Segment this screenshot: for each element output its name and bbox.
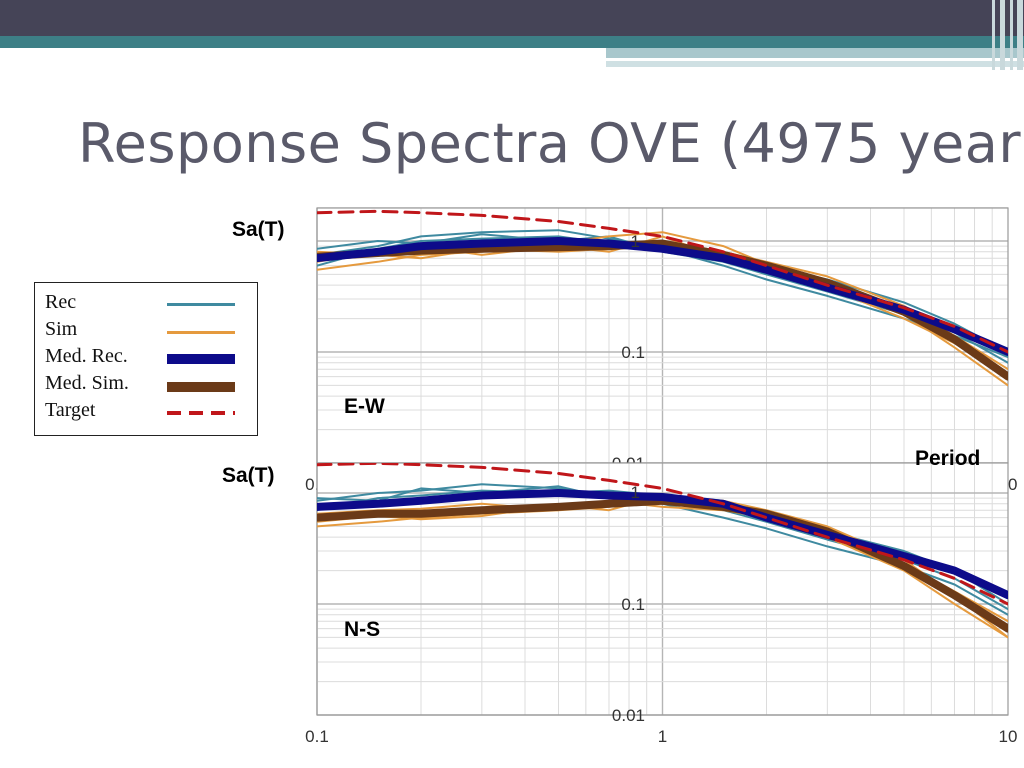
accent-stripe-light: [606, 48, 1024, 58]
legend-item-target: Target: [45, 397, 95, 423]
y-tick-label: 1: [631, 483, 640, 502]
series-line-med-rec: [317, 237, 1008, 356]
y-tick-label: 1: [631, 232, 640, 251]
series-line-target: [317, 209, 1008, 354]
accent-stripe-lighter: [606, 61, 1024, 67]
y-tick-label: 0.01: [612, 706, 645, 725]
panel-label-ns: N-S: [344, 618, 380, 641]
chart-panel-ns: 0.01 0.1 1 0.1 1 10: [305, 462, 1018, 746]
panel-label-ew: E-W: [344, 395, 385, 418]
series-line-target: [317, 463, 1008, 606]
page-title: Response Spectra OVE (4975 year): [78, 112, 1024, 175]
x-tick-label: 0.1: [305, 727, 329, 746]
legend-swatch-rec: [167, 303, 235, 306]
legend-label: Med. Rec.: [45, 344, 128, 367]
y-axis-label-top: Sa(T): [232, 218, 285, 241]
legend-label: Sim: [45, 317, 78, 340]
legend-swatch-sim: [167, 331, 235, 334]
x-tick-label: 10: [999, 727, 1018, 746]
legend-item-med-rec: Med. Rec.: [45, 343, 128, 369]
chart-legend: Rec Sim Med. Rec. Med. Sim. Target: [34, 282, 258, 436]
legend-item-rec: Rec: [45, 289, 76, 315]
legend-label: Rec: [45, 290, 77, 313]
decorative-vertical-stripes: [990, 0, 1024, 70]
header-bar: [0, 0, 1024, 36]
y-tick-label: 0.1: [621, 343, 645, 362]
legend-swatch-med-sim: [167, 382, 235, 392]
series-line-med-rec: [317, 489, 1008, 600]
y-axis-label-bottom: Sa(T): [222, 464, 275, 487]
accent-stripe: [0, 36, 1024, 48]
legend-label: Target: [45, 398, 96, 421]
legend-label: Med. Sim.: [45, 371, 129, 394]
x-tick-label: 1: [658, 727, 667, 746]
x-axis-label-period: Period: [915, 447, 980, 470]
plot-border: [316, 462, 1009, 716]
legend-item-sim: Sim: [45, 316, 77, 342]
legend-swatch-med-rec: [167, 354, 235, 364]
legend-swatch-target: [167, 411, 235, 415]
legend-item-med-sim: Med. Sim.: [45, 370, 129, 396]
y-tick-label: 0.1: [621, 595, 645, 614]
